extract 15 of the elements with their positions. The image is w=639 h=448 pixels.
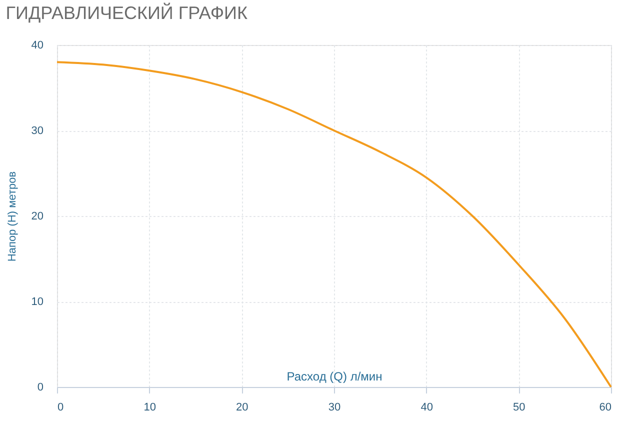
x-tick-label: 10 bbox=[144, 402, 156, 414]
x-axis-title: Расход (Q) л/мин bbox=[286, 370, 382, 384]
x-tick-label: 30 bbox=[328, 402, 341, 414]
x-tick-label: 50 bbox=[513, 402, 526, 414]
y-tick-label: 30 bbox=[31, 125, 44, 137]
y-tick-label: 10 bbox=[31, 296, 44, 308]
chart-title: ГИДРАВЛИЧЕСКИЙ ГРАФИК bbox=[6, 2, 248, 23]
y-tick-label: 0 bbox=[37, 382, 44, 394]
x-tick-label: 20 bbox=[236, 402, 248, 414]
x-tick-label: 0 bbox=[58, 402, 64, 414]
y-tick-label: 20 bbox=[31, 210, 44, 222]
x-tick-label: 60 bbox=[599, 402, 612, 414]
x-tick-label: 40 bbox=[420, 402, 433, 414]
y-axis-title: Напор (H) метров bbox=[6, 171, 18, 262]
y-tick-label: 40 bbox=[31, 40, 44, 52]
